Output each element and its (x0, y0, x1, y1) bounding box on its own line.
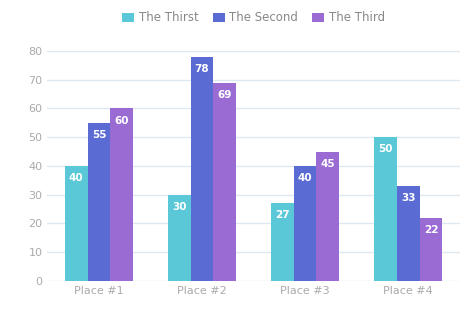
Legend: The Thirst, The Second, The Third: The Thirst, The Second, The Third (118, 6, 390, 29)
Text: 78: 78 (195, 64, 210, 74)
Text: 33: 33 (401, 193, 416, 203)
Bar (65, 166, 88, 281)
Text: 69: 69 (218, 90, 232, 100)
Bar (374, 137, 397, 281)
Text: 22: 22 (424, 225, 438, 235)
Text: 60: 60 (114, 116, 129, 126)
Text: 30: 30 (172, 202, 187, 212)
Text: 45: 45 (320, 159, 335, 169)
Bar (294, 166, 317, 281)
Bar (419, 218, 442, 281)
Text: 40: 40 (298, 173, 312, 183)
Bar (88, 123, 110, 281)
Bar (110, 108, 133, 281)
Bar (213, 83, 236, 281)
Text: 40: 40 (69, 173, 83, 183)
Bar (271, 203, 294, 281)
Text: 27: 27 (275, 211, 290, 220)
Bar (317, 152, 339, 281)
Bar (191, 57, 213, 281)
Bar (168, 195, 191, 281)
Text: 50: 50 (378, 144, 393, 154)
Bar (397, 186, 419, 281)
Text: 55: 55 (91, 130, 106, 140)
